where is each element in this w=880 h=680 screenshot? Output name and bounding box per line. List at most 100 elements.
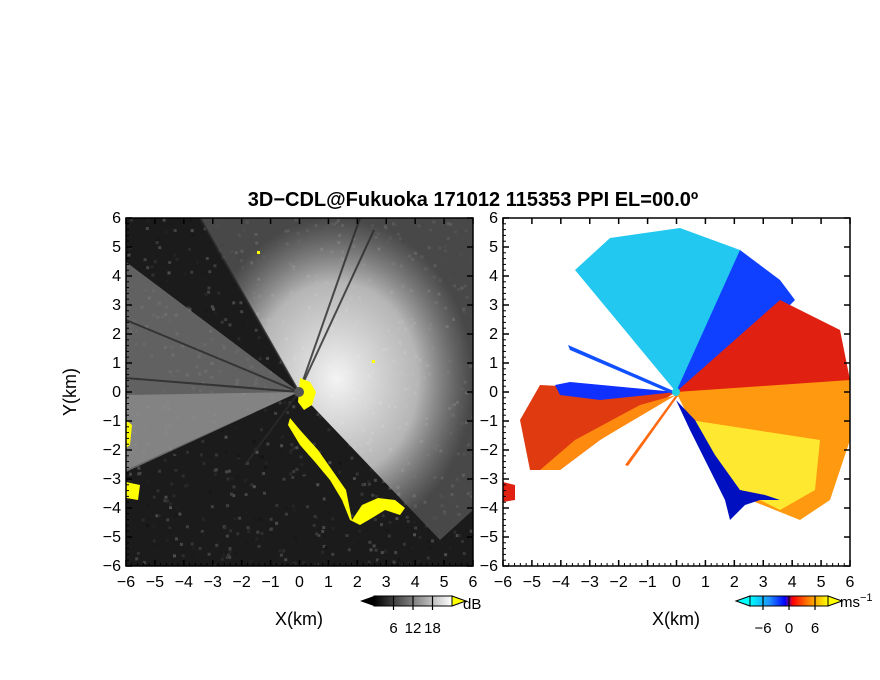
noise-pixel	[128, 246, 132, 250]
y-tick-label: 3	[489, 297, 498, 314]
x-tick-label: −6	[494, 574, 512, 591]
noise-pixel	[140, 551, 144, 555]
noise-pixel	[383, 483, 387, 487]
velocity-blue-ray	[568, 345, 676, 395]
noise-pixel	[274, 411, 278, 415]
noise-pixel	[407, 544, 411, 548]
x-tick-label: 2	[353, 574, 362, 591]
noise-pixel	[292, 446, 296, 450]
noise-pixel	[190, 270, 194, 274]
noise-pixel	[207, 552, 211, 556]
noise-pixel	[221, 512, 225, 516]
noise-pixel	[299, 455, 303, 459]
noise-pixel	[258, 517, 262, 521]
noise-pixel	[137, 472, 141, 476]
noise-pixel	[385, 529, 389, 533]
noise-pixel	[185, 525, 189, 529]
noise-pixel	[302, 473, 306, 477]
noise-pixel	[384, 549, 388, 553]
velocity-colorbar-unit: ms−1	[840, 592, 873, 611]
noise-pixel	[254, 431, 258, 435]
noise-pixel	[260, 531, 264, 535]
noise-pixel	[313, 514, 317, 518]
velocity-axis-ticks: −6 −5 −4 −3 −2 −1 0 1 2 3 4 5 6 6 5 4 3 2 1 0 −1 −2 −3 −4 −5 −6	[480, 210, 855, 591]
colorbar-tick-label: 0	[785, 620, 793, 637]
noise-pixel	[233, 283, 237, 287]
noise-pixel	[146, 219, 150, 223]
noise-pixel	[140, 492, 144, 496]
blocked-ray	[244, 391, 300, 466]
noise-pixel	[183, 272, 187, 276]
intensity-yellow-speck	[372, 360, 375, 363]
noise-pixel	[361, 483, 365, 487]
noise-pixel	[387, 534, 391, 538]
noise-pixel	[284, 507, 287, 510]
noise-pixel	[208, 490, 212, 494]
noise-pixel	[401, 564, 405, 566]
intensity-yellow-speck	[257, 251, 260, 254]
noise-pixel	[249, 560, 253, 564]
noise-pixel	[210, 505, 214, 509]
noise-pixel	[152, 524, 156, 528]
colorbar-tick-label: −6	[754, 620, 771, 637]
noise-pixel	[275, 504, 279, 507]
noise-pixel	[388, 520, 392, 524]
noise-pixel	[236, 475, 240, 479]
velocity-yellow-core	[690, 420, 820, 510]
noise-pixel	[352, 477, 356, 481]
noise-pixel	[237, 454, 241, 458]
noise-pixel	[186, 450, 189, 454]
colorbar-tick-label: 6	[811, 620, 819, 637]
x-tick-label: 1	[701, 574, 710, 591]
noise-pixel	[214, 472, 217, 476]
noise-pixel	[228, 323, 232, 327]
noise-pixel	[225, 470, 229, 474]
velocity-west-orange	[540, 395, 676, 470]
x-tick-label: −2	[233, 574, 251, 591]
noise-pixel	[157, 281, 161, 285]
noise-pixel	[254, 328, 258, 332]
noise-pixel	[165, 280, 169, 284]
noise-pixel	[239, 325, 243, 329]
noise-pixel	[458, 534, 462, 538]
x-tick-label: −5	[146, 574, 164, 591]
noise-pixel	[223, 526, 227, 530]
noise-pixel	[230, 477, 234, 480]
noise-pixel	[241, 430, 245, 434]
noise-pixel	[414, 526, 418, 530]
velocity-xlabel: X(km)	[652, 609, 700, 629]
noise-pixel	[225, 534, 229, 538]
y-tick-label: −5	[103, 529, 121, 546]
noise-pixel	[412, 521, 416, 524]
noise-pixel	[358, 529, 362, 533]
noise-pixel	[350, 456, 354, 460]
x-tick-label: 1	[324, 574, 333, 591]
y-tick-label: 4	[489, 268, 498, 285]
noise-pixel	[147, 504, 150, 508]
intensity-frame	[125, 217, 474, 567]
noise-pixel	[190, 233, 194, 237]
noise-pixel	[259, 428, 263, 432]
y-tick-label: 2	[489, 326, 498, 343]
intensity-colorbar-unit: dB	[463, 596, 481, 613]
noise-pixel	[331, 526, 335, 530]
noise-pixel	[369, 467, 373, 471]
noise-pixel	[204, 293, 208, 296]
noise-pixel	[170, 482, 174, 486]
noise-pixel	[245, 318, 249, 322]
y-tick-label: 4	[112, 268, 121, 285]
noise-pixel	[405, 515, 409, 519]
noise-pixel	[372, 544, 376, 548]
noise-pixel	[197, 552, 200, 556]
noise-pixel	[316, 413, 320, 416]
noise-pixel	[237, 456, 241, 460]
y-tick-label: −6	[480, 558, 498, 575]
noise-pixel	[388, 486, 392, 490]
noise-pixel	[387, 497, 391, 501]
noise-pixel	[342, 533, 346, 537]
noise-pixel	[143, 258, 147, 262]
noise-pixel	[394, 551, 398, 555]
noise-pixel	[283, 401, 287, 405]
noise-pixel	[249, 527, 253, 531]
noise-pixel	[295, 446, 299, 450]
